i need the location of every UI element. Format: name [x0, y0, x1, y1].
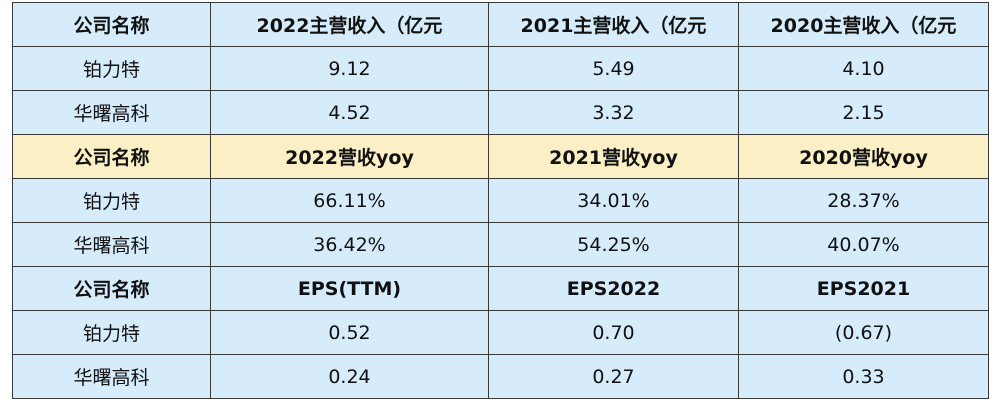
header-eps-ttm: EPS(TTM)	[210, 266, 489, 311]
value-cell: 0.52	[210, 310, 489, 355]
header-revenue-2021: 2021主营收入（亿元	[488, 2, 739, 47]
header-company-name: 公司名称	[12, 266, 211, 311]
value-cell: 36.42%	[210, 222, 489, 267]
value-cell: (0.67)	[738, 310, 989, 355]
header-company-name: 公司名称	[12, 2, 211, 47]
value-cell: 4.10	[738, 46, 989, 91]
company-name-cell: 华曙高科	[12, 222, 211, 267]
revenue-header-row: 公司名称 2022主营收入（亿元 2021主营收入（亿元 2020主营收入（亿元	[12, 2, 989, 47]
value-cell: 0.24	[210, 354, 489, 399]
header-eps-2022: EPS2022	[488, 266, 739, 311]
value-cell: 0.70	[488, 310, 739, 355]
table-row: 铂力特 66.11% 34.01% 28.37%	[12, 178, 989, 223]
yoy-header-row: 公司名称 2022营收yoy 2021营收yoy 2020营收yoy	[12, 134, 989, 179]
value-cell: 0.33	[738, 354, 989, 399]
company-name-cell: 华曙高科	[12, 90, 211, 135]
value-cell: 0.27	[488, 354, 739, 399]
value-cell: 28.37%	[738, 178, 989, 223]
value-cell: 4.52	[210, 90, 489, 135]
table-row: 华曙高科 4.52 3.32 2.15	[12, 90, 989, 135]
header-yoy-2020: 2020营收yoy	[738, 134, 989, 179]
value-cell: 5.49	[488, 46, 739, 91]
company-name-cell: 铂力特	[12, 46, 211, 91]
table-row: 华曙高科 0.24 0.27 0.33	[12, 354, 989, 399]
company-comparison-table: 公司名称 2022主营收入（亿元 2021主营收入（亿元 2020主营收入（亿元…	[12, 2, 989, 399]
table-row: 铂力特 0.52 0.70 (0.67)	[12, 310, 989, 355]
value-cell: 40.07%	[738, 222, 989, 267]
value-cell: 34.01%	[488, 178, 739, 223]
header-yoy-2022: 2022营收yoy	[210, 134, 489, 179]
company-name-cell: 华曙高科	[12, 354, 211, 399]
value-cell: 2.15	[738, 90, 989, 135]
value-cell: 66.11%	[210, 178, 489, 223]
table-row: 铂力特 9.12 5.49 4.10	[12, 46, 989, 91]
header-eps-2021: EPS2021	[738, 266, 989, 311]
company-name-cell: 铂力特	[12, 310, 211, 355]
company-name-cell: 铂力特	[12, 178, 211, 223]
table-row: 华曙高科 36.42% 54.25% 40.07%	[12, 222, 989, 267]
header-yoy-2021: 2021营收yoy	[488, 134, 739, 179]
header-company-name: 公司名称	[12, 134, 211, 179]
value-cell: 9.12	[210, 46, 489, 91]
value-cell: 54.25%	[488, 222, 739, 267]
header-revenue-2022: 2022主营收入（亿元	[210, 2, 489, 47]
eps-header-row: 公司名称 EPS(TTM) EPS2022 EPS2021	[12, 266, 989, 311]
value-cell: 3.32	[488, 90, 739, 135]
header-revenue-2020: 2020主营收入（亿元	[738, 2, 989, 47]
